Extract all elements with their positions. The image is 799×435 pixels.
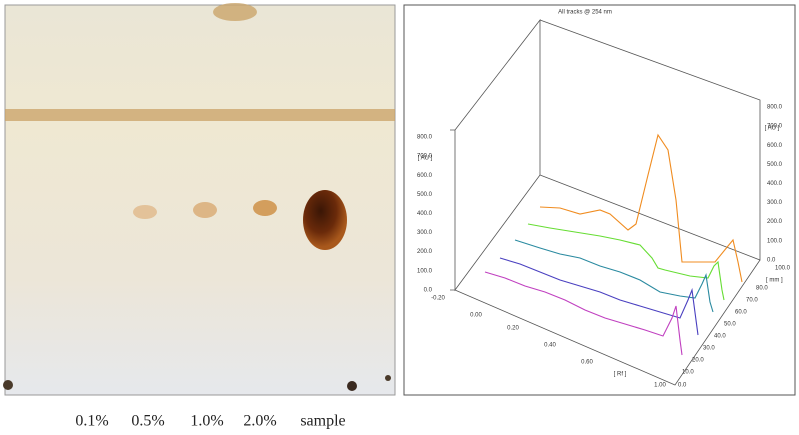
tick-label: 0.0 <box>424 287 433 293</box>
tick-label: 300.0 <box>417 230 433 236</box>
tlc-plate <box>3 3 396 396</box>
tick-label: 0.20 <box>507 326 519 332</box>
tick-label: -0.20 <box>431 296 445 302</box>
tick-label: 60.0 <box>735 310 747 316</box>
axis-label: [ AU ] <box>418 156 433 162</box>
tick-label: 100.0 <box>775 266 791 272</box>
tick-label: 200.0 <box>767 219 783 225</box>
tick-label: 100.0 <box>767 238 783 244</box>
tick-label: 600.0 <box>767 143 783 149</box>
lane-label: 0.5% <box>131 413 164 430</box>
tick-label: 0.0 <box>678 383 687 389</box>
tick-label: 500.0 <box>417 192 433 198</box>
tick-label: 80.0 <box>756 286 768 292</box>
tick-label: 30.0 <box>703 346 715 352</box>
tick-label: 500.0 <box>767 162 783 168</box>
tick-label: 20.0 <box>692 358 704 364</box>
tick-label: 700.0 <box>417 154 433 160</box>
lane-label: 2.0% <box>243 413 276 430</box>
tick-label: 800.0 <box>767 105 783 111</box>
tick-label: 0.00 <box>470 313 482 319</box>
tick-label: 300.0 <box>767 200 783 206</box>
axis-label: [ AU ] <box>765 126 780 132</box>
densitogram <box>403 4 796 396</box>
tick-label: 50.0 <box>724 322 736 328</box>
tick-label: 0.60 <box>581 360 593 366</box>
tick-label: 0.40 <box>544 343 556 349</box>
axis-label: [ Rf ] <box>614 372 627 378</box>
tick-label: 100.0 <box>417 268 433 274</box>
lane-label: sample <box>300 413 345 430</box>
tick-label: 700.0 <box>767 124 783 130</box>
tick-label: 1.00 <box>654 383 666 389</box>
tick-label: 800.0 <box>417 135 433 141</box>
axis-label: [ mm ] <box>766 278 783 284</box>
lane-label: 1.0% <box>190 413 223 430</box>
tick-label: 0.0 <box>767 257 776 263</box>
tick-label: 600.0 <box>417 173 433 179</box>
tick-label: 40.0 <box>714 334 726 340</box>
chart-title: All tracks @ 254 nm <box>558 10 612 16</box>
tick-label: 10.0 <box>682 370 694 376</box>
tick-label: 200.0 <box>417 249 433 255</box>
tick-label: 400.0 <box>417 211 433 217</box>
tick-label: 400.0 <box>767 181 783 187</box>
lane-label: 0.1% <box>75 413 108 430</box>
tick-label: 70.0 <box>746 298 758 304</box>
